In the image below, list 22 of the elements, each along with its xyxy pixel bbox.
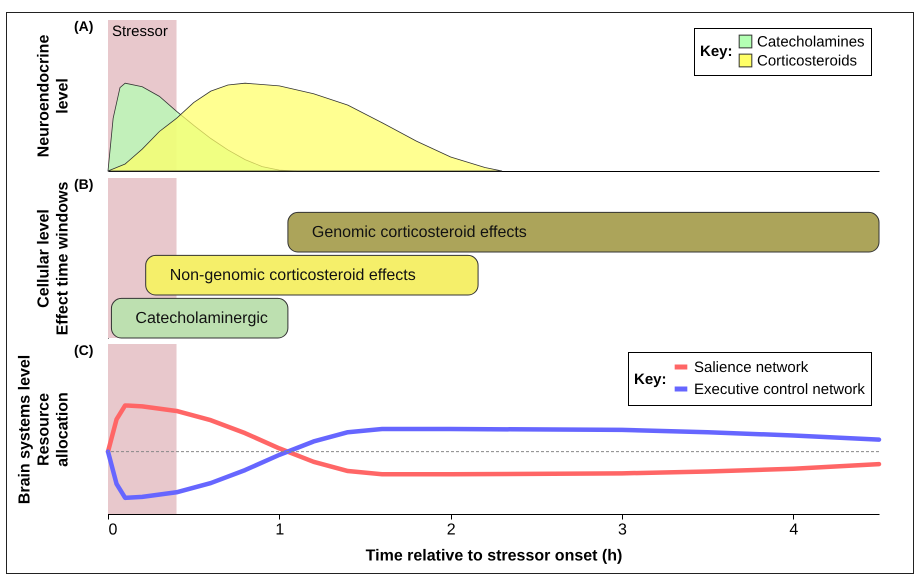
x-tick-label: 0 bbox=[108, 522, 118, 538]
x-axis-title: Time relative to stressor onset (h) bbox=[366, 548, 622, 564]
legend-label: Executive control network bbox=[694, 381, 866, 398]
y-axis-title: Cellular level Effect time windows bbox=[36, 182, 72, 336]
y-tick-label: Genomic corticosteroid effects bbox=[312, 224, 527, 242]
y-axis-title: Neuroendocrine level bbox=[36, 34, 72, 158]
x-tick-label: 3 bbox=[618, 522, 628, 538]
x-tick-label: 1 bbox=[275, 522, 284, 538]
legend-label: Salience network bbox=[694, 359, 809, 376]
band-label: Stressor bbox=[112, 23, 168, 40]
chart-title: (B) bbox=[74, 176, 94, 192]
x-tick-label: 4 bbox=[789, 522, 798, 538]
legend-label: Catecholamines bbox=[757, 34, 865, 50]
legend-title: Key: bbox=[634, 371, 667, 388]
y-axis-title: Brain systems level Resource allocation bbox=[16, 354, 72, 504]
chart-title: (A) bbox=[74, 18, 94, 34]
legend-label: Corticosteroids bbox=[757, 52, 858, 70]
legend-title: Key: bbox=[700, 43, 733, 60]
y-tick-label: Non-genomic corticosteroid effects bbox=[170, 267, 416, 284]
chart-title: (C) bbox=[74, 342, 94, 358]
x-tick-label: 2 bbox=[446, 522, 456, 538]
y-tick-label: Catecholaminergic bbox=[135, 310, 268, 328]
